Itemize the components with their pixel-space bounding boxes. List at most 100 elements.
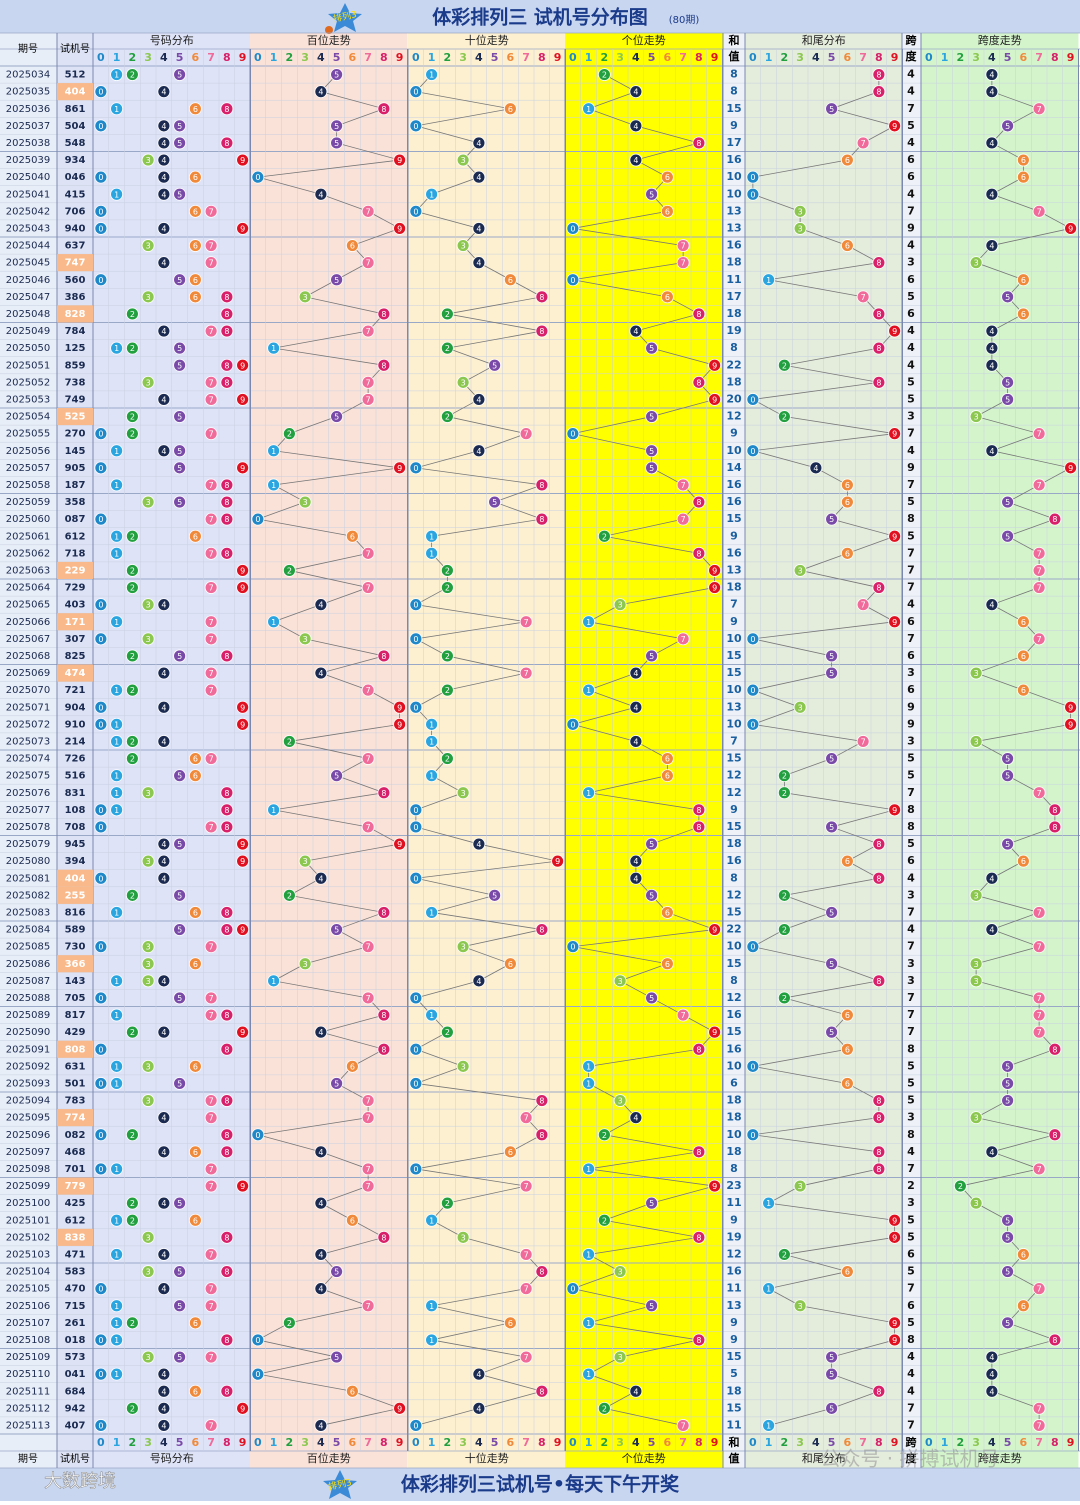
ball-digit: 0 <box>750 1062 755 1071</box>
digit-header: 6 <box>844 1436 852 1449</box>
ball-digit: 4 <box>161 1250 166 1259</box>
ball <box>94 1367 108 1381</box>
ball-digit: 1 <box>271 618 276 627</box>
ball-digit: 4 <box>161 122 166 131</box>
ball-digit: 4 <box>476 977 481 986</box>
ball <box>345 529 359 543</box>
ball <box>1001 1265 1015 1278</box>
digit-header: 4 <box>812 51 820 64</box>
ball <box>236 1179 250 1193</box>
ball-digit: 5 <box>177 994 182 1003</box>
ball-digit: 8 <box>696 1148 701 1157</box>
ball <box>645 1299 659 1313</box>
ball-digit: 2 <box>602 71 607 80</box>
ball <box>825 649 839 663</box>
ball <box>157 666 171 680</box>
ball-digit: 4 <box>476 1370 481 1379</box>
ball-digit: 3 <box>146 293 151 302</box>
trial-number: 145 <box>65 446 86 457</box>
ball <box>746 1128 760 1142</box>
ball-digit: 7 <box>861 737 866 746</box>
ball <box>125 564 139 577</box>
ball-digit: 4 <box>161 737 166 746</box>
ball-digit: 8 <box>224 139 229 148</box>
ball <box>969 1111 983 1125</box>
ball-digit: 1 <box>429 549 434 558</box>
ball <box>985 444 999 458</box>
sum: 8 <box>730 1162 738 1175</box>
ball <box>220 1333 234 1347</box>
ball <box>629 854 643 868</box>
ball <box>157 1384 171 1398</box>
ball-digit: 4 <box>161 1404 166 1413</box>
ball-digit: 5 <box>1005 293 1010 302</box>
ball <box>94 1077 108 1090</box>
ball <box>110 341 124 355</box>
period: 2025105 <box>6 1284 51 1295</box>
ball-digit: 3 <box>974 891 979 900</box>
ball-digit: 1 <box>114 1165 119 1174</box>
ball <box>456 1230 470 1244</box>
sum-header: 和 <box>729 1435 740 1449</box>
ball <box>236 393 250 406</box>
ball <box>361 820 375 834</box>
ball-digit: 9 <box>240 395 245 404</box>
ball <box>141 1094 155 1107</box>
ball <box>393 1401 407 1415</box>
digit-header: 2 <box>129 51 137 64</box>
digit-header: 2 <box>957 51 965 64</box>
ball-digit: 3 <box>303 498 308 507</box>
sum: 9 <box>730 803 738 816</box>
span: 9 <box>907 717 915 730</box>
ball <box>141 598 155 612</box>
ball-digit: 7 <box>524 1182 529 1191</box>
span: 9 <box>907 221 915 234</box>
ball-digit: 1 <box>114 1011 119 1020</box>
digit-header: 2 <box>781 51 789 64</box>
ball <box>425 906 439 919</box>
sum: 19 <box>726 324 741 337</box>
digit-header: 2 <box>129 1436 137 1449</box>
ball-digit: 0 <box>413 806 418 815</box>
ball <box>692 546 706 560</box>
ball-digit: 2 <box>445 652 450 661</box>
digit-header: 8 <box>695 51 703 64</box>
ball <box>173 410 187 423</box>
sum: 15 <box>726 820 741 833</box>
trial-number: 718 <box>65 548 86 559</box>
span: 4 <box>907 1350 915 1363</box>
ball-digit: 7 <box>366 549 371 558</box>
ball-digit: 4 <box>476 139 481 148</box>
ball <box>204 546 218 560</box>
ball-digit: 9 <box>240 224 245 233</box>
ball-digit: 1 <box>271 481 276 490</box>
period: 2025078 <box>6 822 51 833</box>
sum: 8 <box>730 341 738 354</box>
ball <box>629 1111 643 1125</box>
ball-digit: 3 <box>461 242 466 251</box>
trial-number: 783 <box>65 1096 86 1107</box>
repeat-cell <box>57 1228 93 1246</box>
ball <box>282 735 296 748</box>
span: 7 <box>907 1418 915 1431</box>
ball-digit: 0 <box>98 276 103 285</box>
ball <box>141 854 155 868</box>
ball <box>220 786 234 800</box>
sum: 18 <box>726 581 741 594</box>
issue-count: (80期) <box>669 14 700 26</box>
ball-digit: 0 <box>98 720 103 729</box>
trial-number: 307 <box>65 634 86 645</box>
ball <box>519 427 533 441</box>
period: 2025066 <box>6 617 51 628</box>
ball-digit: 4 <box>989 190 994 199</box>
digit-header: 8 <box>223 1436 231 1449</box>
ball-digit: 5 <box>334 1353 339 1362</box>
ball-digit: 2 <box>445 755 450 764</box>
ball-digit: 5 <box>649 413 654 422</box>
trial-number: 828 <box>65 309 86 320</box>
ball <box>582 1367 596 1381</box>
digit-header: 2 <box>444 51 452 64</box>
period: 2025074 <box>6 754 51 765</box>
ball <box>345 1213 359 1227</box>
ball-digit: 5 <box>829 652 834 661</box>
